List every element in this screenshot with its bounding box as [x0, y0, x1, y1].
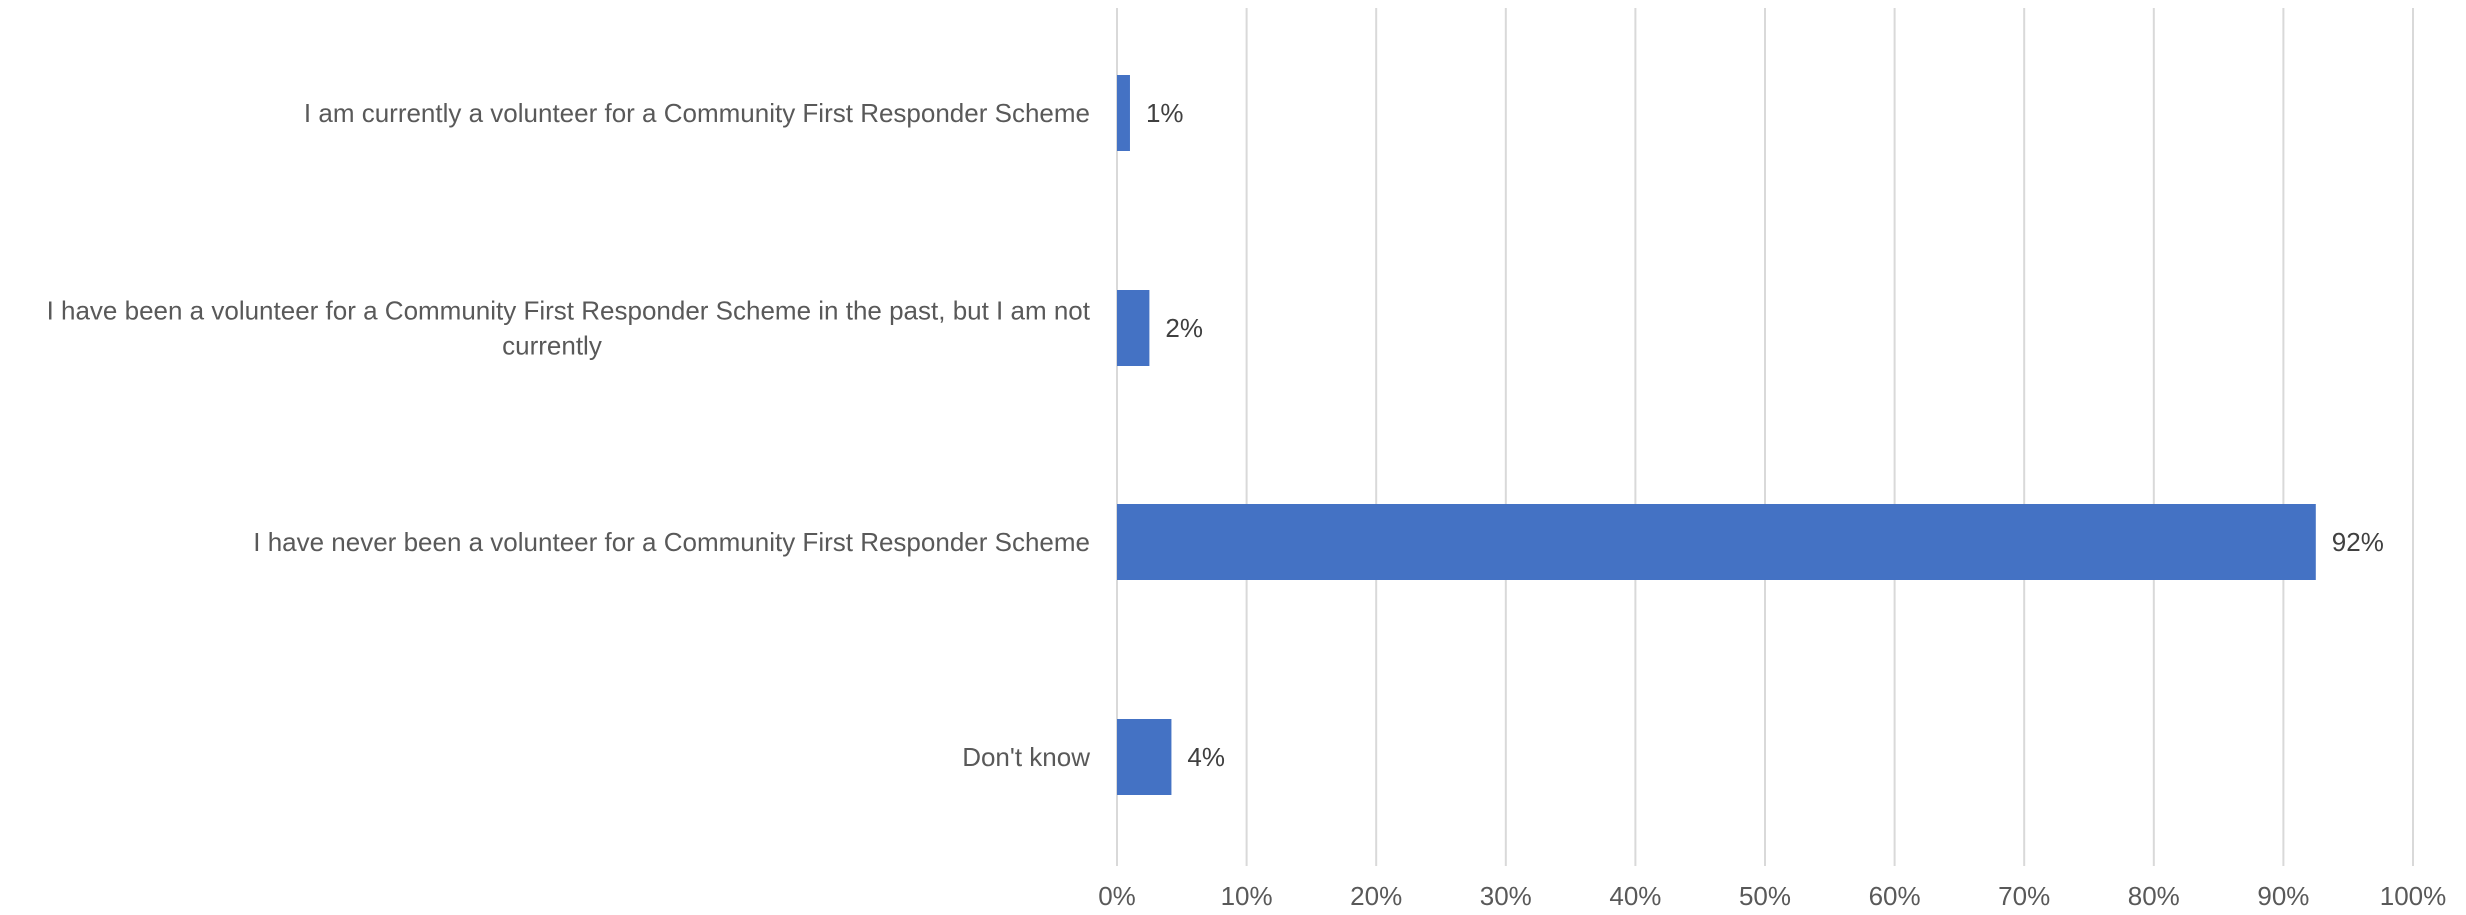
data-label: 4%	[1187, 742, 1225, 772]
category-label: I have never been a volunteer for a Comm…	[253, 527, 1090, 557]
x-tick-label: 20%	[1350, 881, 1402, 911]
x-tick-label: 50%	[1739, 881, 1791, 911]
x-tick-label: 30%	[1480, 881, 1532, 911]
x-tick-label: 10%	[1221, 881, 1273, 911]
gridlines	[1116, 8, 2414, 866]
bars	[1117, 75, 2316, 795]
data-labels: 1% 2% 92% 4%	[1146, 98, 2384, 772]
x-tick-label: 0%	[1098, 881, 1136, 911]
data-label: 2%	[1165, 313, 1203, 343]
x-tick-label: 80%	[2128, 881, 2180, 911]
data-label: 92%	[2332, 527, 2384, 557]
x-tick-label: 90%	[2257, 881, 2309, 911]
x-axis-tick-labels: 0% 10% 20% 30% 40% 50% 60% 70% 80% 90% 100%	[1098, 881, 2446, 911]
x-tick-label: 60%	[1869, 881, 1921, 911]
category-label: I have been a volunteer for a Community …	[47, 296, 1091, 361]
bar	[1117, 290, 1150, 366]
category-labels: I am currently a volunteer for a Communi…	[47, 98, 1091, 772]
x-tick-label: 70%	[1998, 881, 2050, 911]
category-label: I am currently a volunteer for a Communi…	[304, 98, 1090, 128]
category-label: Don't know	[962, 742, 1090, 772]
bar	[1117, 504, 2316, 580]
x-tick-label: 100%	[2380, 881, 2447, 911]
data-label: 1%	[1146, 98, 1184, 128]
bar	[1117, 75, 1130, 151]
x-tick-label: 40%	[1609, 881, 1661, 911]
bar	[1117, 719, 1172, 795]
